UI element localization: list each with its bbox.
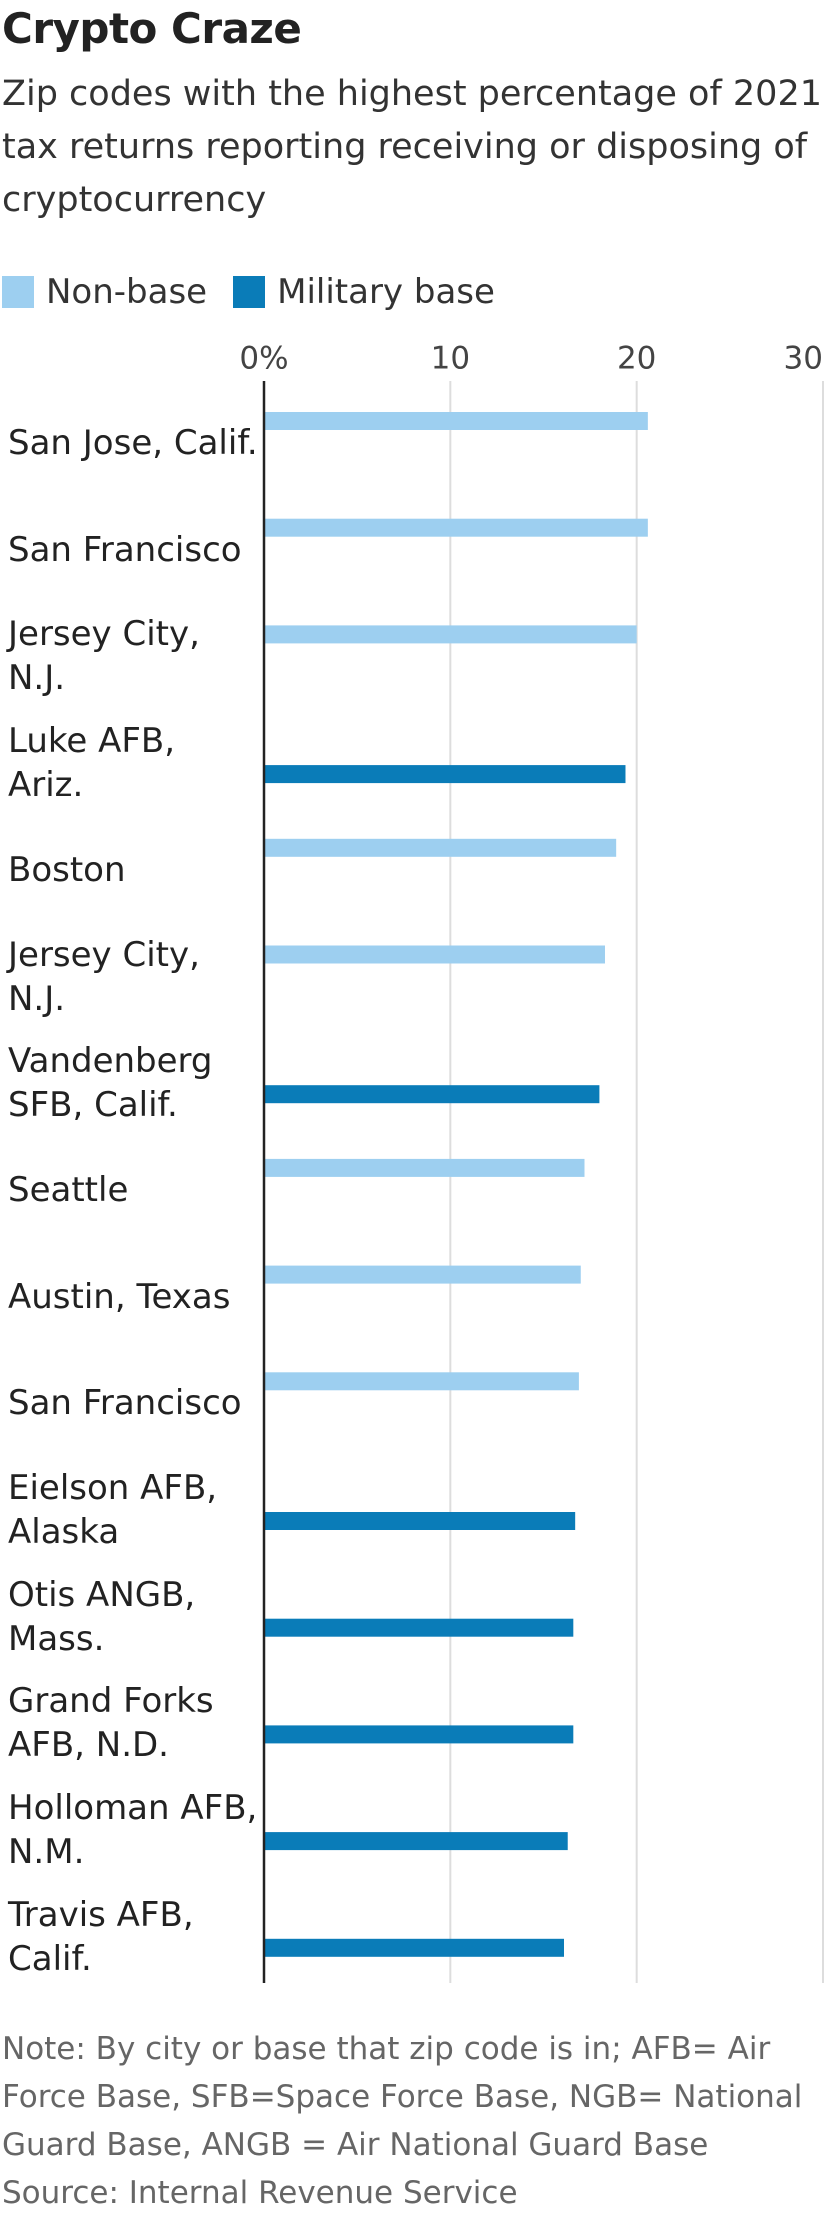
- category-label: Otis ANGB, Mass.: [8, 1574, 196, 1659]
- category-label: Luke AFB, Ariz.: [8, 721, 176, 806]
- legend-label: Non-base: [46, 272, 208, 312]
- category-label: Eielson AFB, Alaska: [8, 1468, 218, 1552]
- bar: [264, 1618, 574, 1637]
- bar: [264, 412, 648, 430]
- legend-swatch: [233, 276, 266, 308]
- category-label: San Francisco: [8, 1383, 242, 1424]
- x-tick-label: 30: [784, 341, 823, 377]
- bar: [264, 1158, 585, 1177]
- category-label: Jersey City, N.J.: [8, 614, 200, 699]
- bar: [264, 1725, 574, 1744]
- bar: [264, 1372, 579, 1391]
- bar: [264, 625, 637, 644]
- bar: [264, 838, 617, 857]
- legend: Non-base Military base: [2, 272, 495, 312]
- x-tick-label: 20: [617, 341, 656, 377]
- category-label: Grand Forks AFB, N.D.: [8, 1681, 214, 1766]
- bar: [264, 1832, 568, 1851]
- category-label: Holloman AFB, N.M.: [8, 1788, 258, 1873]
- legend-item: Non-base: [2, 272, 207, 312]
- legend-label: Military base: [277, 272, 495, 312]
- category-label: San Francisco: [8, 529, 242, 570]
- bar: [264, 1265, 581, 1284]
- bar: [264, 1512, 576, 1530]
- x-tick-label: 0%: [239, 341, 288, 377]
- category-label: Vandenberg SFB, Calif.: [8, 1041, 213, 1126]
- category-label: Jersey City, N.J.: [8, 934, 200, 1019]
- legend-swatch: [2, 276, 34, 308]
- bar: [264, 945, 605, 964]
- note: Note: By city or base that zip code is i…: [2, 2031, 803, 2163]
- bar: [264, 1085, 600, 1104]
- source: Source: Internal Revenue Service: [2, 2175, 518, 2211]
- category-label: Seattle: [8, 1169, 129, 1210]
- chart-subtitle: Zip codes with the highest percentage of…: [2, 74, 822, 220]
- category-label: Travis AFB, Calif.: [8, 1894, 194, 1979]
- chart-title: Crypto Craze: [2, 4, 302, 53]
- x-tick-label: 10: [431, 341, 470, 377]
- bar: [264, 1938, 564, 1957]
- category-label: Austin, Texas: [8, 1276, 231, 1317]
- legend-item: Military base: [233, 272, 495, 312]
- category-label: San Jose, Calif.: [8, 423, 258, 463]
- category-label: Boston: [8, 849, 126, 890]
- bar: [264, 518, 648, 537]
- bar: [264, 765, 626, 784]
